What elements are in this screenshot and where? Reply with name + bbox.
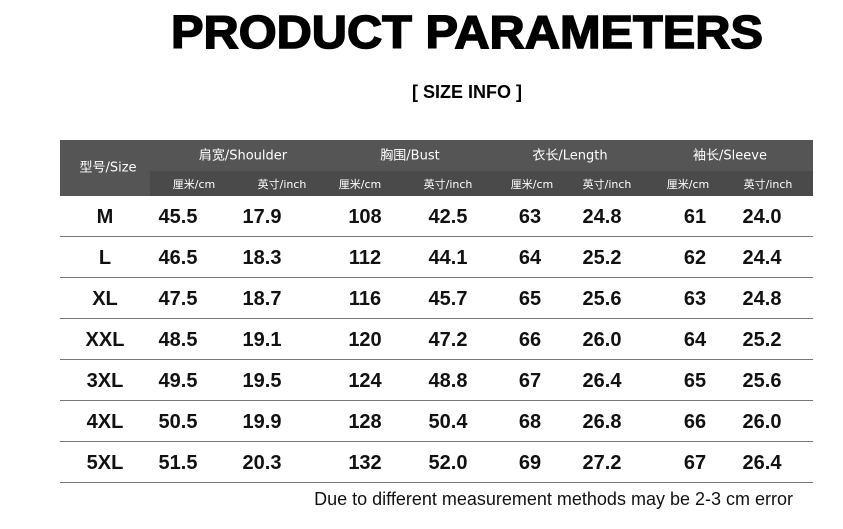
value-cell: 48.8 bbox=[429, 370, 468, 392]
value-cell: 64 bbox=[684, 329, 707, 351]
group-header: 衣长/Length bbox=[532, 148, 607, 164]
value-cell: 63 bbox=[684, 288, 706, 310]
value-cell: 120 bbox=[348, 329, 381, 351]
value-cell: 128 bbox=[348, 411, 381, 433]
value-cell: 112 bbox=[349, 247, 381, 269]
value-cell: 61 bbox=[684, 206, 706, 228]
value-cell: 44.1 bbox=[429, 247, 468, 269]
value-cell: 25.2 bbox=[583, 247, 622, 269]
value-cell: 25.6 bbox=[743, 370, 782, 392]
value-cell: 26.0 bbox=[743, 411, 782, 433]
size-cell: L bbox=[99, 247, 111, 269]
value-cell: 65 bbox=[684, 370, 706, 392]
size-header: 型号/Size bbox=[79, 161, 136, 176]
value-cell: 62 bbox=[684, 247, 706, 269]
size-cell: M bbox=[97, 206, 114, 228]
value-cell: 51.5 bbox=[159, 452, 198, 474]
unit-header-bg bbox=[150, 171, 813, 196]
value-cell: 124 bbox=[348, 370, 382, 392]
value-cell: 42.5 bbox=[429, 206, 468, 228]
value-cell: 18.7 bbox=[243, 288, 282, 310]
value-cell: 19.1 bbox=[243, 329, 282, 351]
value-cell: 26.4 bbox=[743, 452, 783, 474]
value-cell: 48.5 bbox=[159, 329, 198, 351]
group-header: 肩宽/Shoulder bbox=[199, 148, 288, 164]
value-cell: 45.7 bbox=[429, 288, 468, 310]
value-cell: 45.5 bbox=[159, 206, 198, 228]
title: PRODUCT PARAMETERS bbox=[171, 6, 763, 58]
value-cell: 49.5 bbox=[159, 370, 198, 392]
value-cell: 19.9 bbox=[243, 411, 282, 433]
value-cell: 66 bbox=[519, 329, 541, 351]
value-cell: 66 bbox=[684, 411, 706, 433]
value-cell: 25.2 bbox=[743, 329, 782, 351]
unit-header: 厘米/cm bbox=[511, 178, 553, 191]
size-cell: 3XL bbox=[87, 370, 124, 392]
unit-header: 厘米/cm bbox=[667, 178, 709, 191]
value-cell: 116 bbox=[349, 288, 381, 310]
value-cell: 63 bbox=[519, 206, 541, 228]
unit-header: 英寸/inch bbox=[583, 177, 632, 191]
value-cell: 24.4 bbox=[743, 247, 783, 269]
value-cell: 47.2 bbox=[429, 329, 468, 351]
unit-header: 英寸/inch bbox=[258, 177, 307, 191]
unit-header: 厘米/cm bbox=[339, 178, 381, 191]
value-cell: 19.5 bbox=[243, 370, 282, 392]
size-cell: XL bbox=[92, 288, 118, 310]
value-cell: 52.0 bbox=[429, 452, 468, 474]
value-cell: 132 bbox=[348, 452, 381, 474]
value-cell: 26.0 bbox=[583, 329, 622, 351]
value-cell: 26.8 bbox=[583, 411, 622, 433]
value-cell: 68 bbox=[519, 411, 541, 433]
value-cell: 50.4 bbox=[429, 411, 469, 433]
value-cell: 24.8 bbox=[743, 288, 782, 310]
value-cell: 47.5 bbox=[159, 288, 198, 310]
size-cell: XXL bbox=[86, 329, 125, 351]
value-cell: 65 bbox=[519, 288, 541, 310]
group-header: 袖长/Sleeve bbox=[693, 149, 767, 164]
value-cell: 18.3 bbox=[243, 247, 282, 269]
footer-note: Due to different measurement methods may… bbox=[314, 489, 793, 509]
value-cell: 24.0 bbox=[743, 206, 782, 228]
value-cell: 25.6 bbox=[583, 288, 622, 310]
value-cell: 20.3 bbox=[243, 452, 282, 474]
value-cell: 67 bbox=[519, 370, 541, 392]
group-header: 胸围/Bust bbox=[380, 149, 439, 164]
unit-header: 厘米/cm bbox=[173, 178, 215, 191]
value-cell: 108 bbox=[348, 206, 381, 228]
size-cell: 5XL bbox=[87, 452, 124, 474]
subtitle: [ SIZE INFO ] bbox=[412, 82, 522, 102]
value-cell: 27.2 bbox=[583, 452, 622, 474]
unit-header: 英寸/inch bbox=[744, 177, 793, 191]
value-cell: 69 bbox=[519, 452, 541, 474]
value-cell: 17.9 bbox=[243, 206, 282, 228]
value-cell: 26.4 bbox=[583, 370, 623, 392]
size-cell: 4XL bbox=[87, 411, 124, 433]
value-cell: 46.5 bbox=[159, 247, 198, 269]
value-cell: 24.8 bbox=[583, 206, 622, 228]
value-cell: 50.5 bbox=[159, 411, 198, 433]
value-cell: 64 bbox=[519, 247, 542, 269]
unit-header: 英寸/inch bbox=[424, 177, 473, 191]
value-cell: 67 bbox=[684, 452, 706, 474]
